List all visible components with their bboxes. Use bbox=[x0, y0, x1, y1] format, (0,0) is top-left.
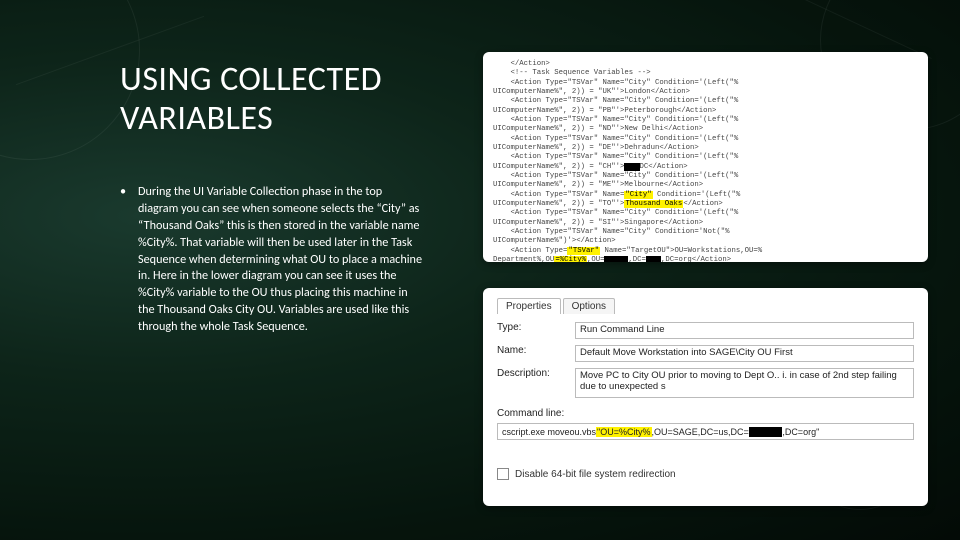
code-line: <Action Type="TSVar" Name="City" Conditi… bbox=[493, 116, 918, 125]
code-line: <Action Type="TSVar" Name="City" Conditi… bbox=[493, 97, 918, 106]
code-line: <Action Type="TSVar" Name="City" Conditi… bbox=[493, 191, 918, 200]
name-label: Name: bbox=[497, 345, 575, 356]
tab-properties[interactable]: Properties bbox=[497, 298, 561, 314]
code-line: <Action Type="TSVar" Name="City" Conditi… bbox=[493, 153, 918, 162]
code-line: </Action> bbox=[493, 60, 918, 69]
code-line: <Action Type="TSVar" Name="TargetOU">OU=… bbox=[493, 247, 918, 256]
code-line: UIComputerName%", 2)) = "TO"'>Thousand O… bbox=[493, 200, 918, 209]
code-line: UIComputerName%", 2)) = "SI"'>Singapore<… bbox=[493, 219, 918, 228]
description-label: Description: bbox=[497, 368, 575, 379]
disable-64bit-label: Disable 64-bit file system redirection bbox=[515, 469, 676, 480]
body-text: • During the UI Variable Collection phas… bbox=[120, 184, 425, 335]
type-label: Type: bbox=[497, 322, 575, 333]
code-line: UIComputerName%", 2)) = "UK"'>London</Ac… bbox=[493, 88, 918, 97]
code-line: <Action Type="TSVar" Name="City" Conditi… bbox=[493, 228, 918, 237]
tab-options[interactable]: Options bbox=[563, 298, 615, 314]
properties-panel: Properties Options Type: Run Command Lin… bbox=[483, 288, 928, 506]
command-line-input[interactable]: cscript.exe moveou.vbs "OU=%City%,OU=SAG… bbox=[497, 423, 914, 440]
code-line: <Action Type="TSVar" Name="City" Conditi… bbox=[493, 172, 918, 181]
code-line: UIComputerName%", 2)) = "ME"'>Melbourne<… bbox=[493, 181, 918, 190]
code-line: UIComputerName%", 2)) = "DE"'>Dehradun</… bbox=[493, 144, 918, 153]
code-line: <Action Type="TSVar" Name="City" Conditi… bbox=[493, 135, 918, 144]
bullet-text: During the UI Variable Collection phase … bbox=[138, 184, 425, 335]
command-line-label: Command line: bbox=[497, 408, 914, 419]
description-input[interactable]: Move PC to City OU prior to moving to De… bbox=[575, 368, 914, 398]
code-line: UIComputerName%", 2)) = "PB"'>Peterborou… bbox=[493, 107, 918, 116]
bullet-dot: • bbox=[120, 184, 138, 335]
code-line: UIComputerName%", 2)) = "CH"'>xxxDC</Act… bbox=[493, 163, 918, 172]
code-line: UIComputerName%", 2)) = "ND"'>New Delhi<… bbox=[493, 125, 918, 134]
tab-strip: Properties Options bbox=[497, 298, 914, 314]
disable-64bit-checkbox[interactable] bbox=[497, 468, 509, 480]
code-line: Department%,OU=%City%,OU=xxxxx,DC=xxx,DC… bbox=[493, 256, 918, 262]
code-line: <Action Type="TSVar" Name="City" Conditi… bbox=[493, 79, 918, 88]
slide-title: USING COLLECTED VARIABLES bbox=[120, 60, 440, 138]
type-value: Run Command Line bbox=[575, 322, 914, 339]
code-line: <Action Type="TSVar" Name="City" Conditi… bbox=[493, 209, 918, 218]
xml-code-panel: </Action> <!-- Task Sequence Variables -… bbox=[483, 52, 928, 262]
code-line: UIComputerName%")'></Action> bbox=[493, 237, 918, 246]
code-line: <!-- Task Sequence Variables --> bbox=[493, 69, 918, 78]
slide: USING COLLECTED VARIABLES • During the U… bbox=[0, 0, 960, 540]
name-input[interactable]: Default Move Workstation into SAGE\City … bbox=[575, 345, 914, 362]
